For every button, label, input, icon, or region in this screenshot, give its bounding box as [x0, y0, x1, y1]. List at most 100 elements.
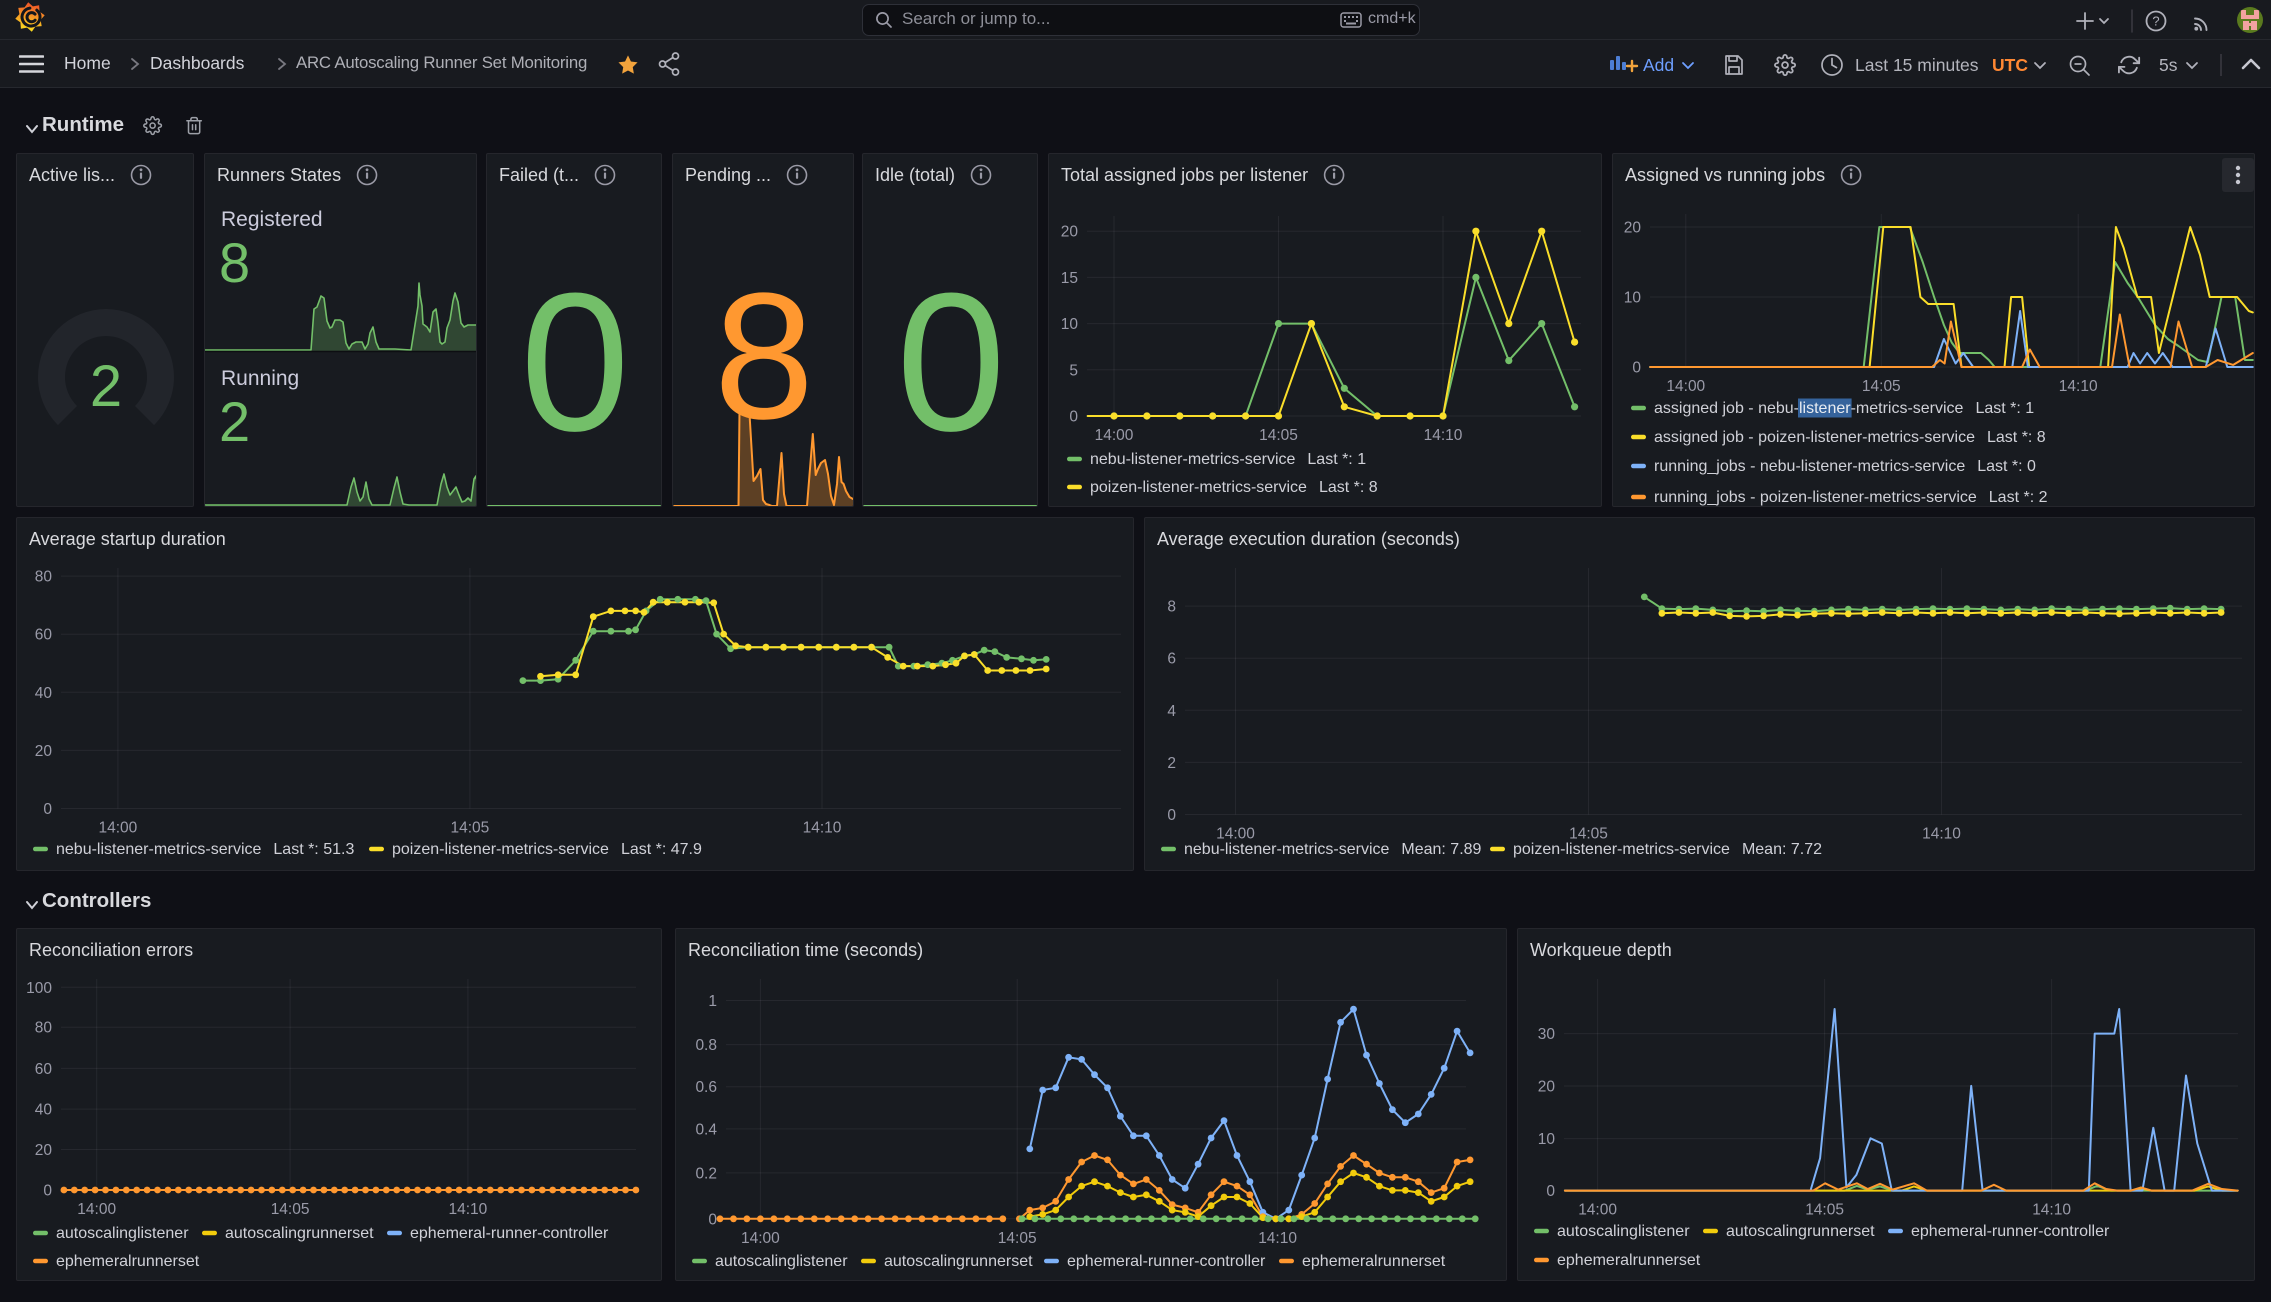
svg-text:0.6: 0.6 — [695, 1079, 717, 1096]
svg-text:2: 2 — [219, 390, 250, 453]
svg-text:14:10: 14:10 — [2059, 378, 2098, 395]
svg-text:Last *: 8: Last *: 8 — [1319, 479, 1378, 496]
svg-text:0: 0 — [1632, 360, 1641, 377]
svg-text:14:10: 14:10 — [1424, 427, 1463, 444]
svg-text:80: 80 — [35, 1020, 53, 1037]
svg-text:2: 2 — [1167, 755, 1176, 772]
svg-text:autoscalinglistener: autoscalinglistener — [56, 1225, 189, 1242]
svg-text:ephemeral-runner-controller: ephemeral-runner-controller — [1911, 1223, 2110, 1240]
svg-text:Assigned vs running jobs: Assigned vs running jobs — [1625, 165, 1825, 185]
svg-text:14:10: 14:10 — [2032, 1202, 2071, 1219]
svg-text:14:05: 14:05 — [451, 820, 490, 837]
svg-text:0.4: 0.4 — [695, 1121, 717, 1138]
svg-text:14:10: 14:10 — [803, 820, 842, 837]
svg-text:10: 10 — [1061, 316, 1079, 333]
svg-text:autoscalinglistener: autoscalinglistener — [1557, 1223, 1690, 1240]
svg-text:Last *: 1: Last *: 1 — [1307, 451, 1366, 468]
svg-text:assigned job - nebu-: assigned job - nebu- — [1654, 400, 1799, 417]
svg-text:14:05: 14:05 — [1569, 826, 1608, 843]
svg-text:14:00: 14:00 — [99, 820, 138, 837]
svg-text:14:00: 14:00 — [1216, 826, 1255, 843]
svg-text:60: 60 — [35, 627, 53, 644]
svg-text:14:00: 14:00 — [1666, 378, 1705, 395]
svg-text:autoscalingrunnerset: autoscalingrunnerset — [225, 1225, 374, 1242]
svg-text:0: 0 — [896, 252, 1006, 472]
svg-text:Mean: 7.72: Mean: 7.72 — [1742, 841, 1822, 858]
svg-text:UTC: UTC — [1992, 55, 2028, 75]
svg-text:100: 100 — [26, 980, 52, 997]
svg-text:14:05: 14:05 — [998, 1230, 1037, 1247]
svg-text:nebu-listener-metrics-service: nebu-listener-metrics-service — [1090, 451, 1295, 468]
svg-text:nebu-listener-metrics-service: nebu-listener-metrics-service — [56, 841, 261, 858]
svg-text:20: 20 — [35, 1142, 53, 1159]
svg-text:14:10: 14:10 — [449, 1201, 488, 1218]
svg-text:6: 6 — [1167, 651, 1176, 668]
svg-text:0: 0 — [43, 801, 52, 818]
svg-text:Last *: 8: Last *: 8 — [1987, 429, 2046, 446]
svg-text:autoscalingrunnerset: autoscalingrunnerset — [1726, 1223, 1875, 1240]
svg-text:0.8: 0.8 — [695, 1037, 717, 1054]
svg-text:running_jobs - nebu-listener-m: running_jobs - nebu-listener-metrics-ser… — [1654, 458, 1965, 475]
svg-text:Last *: 0: Last *: 0 — [1977, 458, 2036, 475]
svg-text:ephemeralrunnerset: ephemeralrunnerset — [1302, 1253, 1446, 1270]
svg-text:1: 1 — [708, 993, 717, 1010]
svg-text:Last *: 1: Last *: 1 — [1975, 400, 2034, 417]
svg-text:10: 10 — [1624, 290, 1642, 307]
svg-text:Last *: 51.3: Last *: 51.3 — [273, 841, 354, 858]
svg-text:4: 4 — [1167, 703, 1176, 720]
svg-text:60: 60 — [35, 1061, 53, 1078]
svg-text:Registered: Registered — [221, 208, 323, 231]
svg-text:20: 20 — [1061, 224, 1079, 241]
svg-text:14:00: 14:00 — [1095, 427, 1134, 444]
svg-text:Idle (total): Idle (total) — [875, 165, 955, 185]
svg-text:ephemeral-runner-controller: ephemeral-runner-controller — [1067, 1253, 1266, 1270]
svg-text:40: 40 — [35, 685, 53, 702]
svg-text:2: 2 — [90, 354, 122, 419]
svg-text:poizen-listener-metrics-servic: poizen-listener-metrics-service — [1090, 479, 1307, 496]
svg-text:ephemeralrunnerset: ephemeralrunnerset — [1557, 1252, 1701, 1269]
svg-text:Reconciliation time (seconds): Reconciliation time (seconds) — [688, 940, 923, 960]
svg-text:Total assigned jobs per listen: Total assigned jobs per listener — [1061, 165, 1308, 185]
svg-text:autoscalingrunnerset: autoscalingrunnerset — [884, 1253, 1033, 1270]
svg-text:Active lis...: Active lis... — [29, 165, 115, 185]
svg-text:Pending ...: Pending ... — [685, 165, 771, 185]
svg-text:Average execution duration (se: Average execution duration (seconds) — [1157, 529, 1460, 549]
svg-text:14:00: 14:00 — [1578, 1202, 1617, 1219]
svg-text:80: 80 — [35, 569, 53, 586]
svg-text:14:05: 14:05 — [271, 1201, 310, 1218]
svg-text:14:05: 14:05 — [1259, 427, 1298, 444]
svg-text:Last *: 47.9: Last *: 47.9 — [621, 841, 702, 858]
svg-text:14:10: 14:10 — [1922, 826, 1961, 843]
svg-text:20: 20 — [1624, 220, 1642, 237]
svg-text:nebu-listener-metrics-service: nebu-listener-metrics-service — [1184, 841, 1389, 858]
svg-text:14:05: 14:05 — [1805, 1202, 1844, 1219]
svg-text:15: 15 — [1061, 270, 1078, 287]
svg-text:5: 5 — [1069, 362, 1078, 379]
svg-text:Last *: 2: Last *: 2 — [1989, 489, 2048, 506]
svg-text:0: 0 — [1167, 807, 1176, 824]
svg-text:Workqueue depth: Workqueue depth — [1530, 940, 1672, 960]
svg-text:Add: Add — [1643, 55, 1674, 75]
svg-text:14:00: 14:00 — [77, 1201, 116, 1218]
svg-text:-metrics-service: -metrics-service — [1851, 400, 1964, 417]
svg-text:14:00: 14:00 — [741, 1230, 780, 1247]
svg-text:8: 8 — [1167, 599, 1176, 616]
svg-text:poizen-listener-metrics-servic: poizen-listener-metrics-service — [392, 841, 609, 858]
svg-text:assigned job - poizen-listener: assigned job - poizen-listener-metrics-s… — [1654, 429, 1975, 446]
svg-text:30: 30 — [1538, 1026, 1556, 1043]
svg-text:14:05: 14:05 — [1862, 378, 1901, 395]
svg-text:40: 40 — [35, 1102, 53, 1119]
svg-text:Reconciliation errors: Reconciliation errors — [29, 940, 193, 960]
svg-text:10: 10 — [1538, 1131, 1556, 1148]
svg-text:running_jobs - poizen-listener: running_jobs - poizen-listener-metrics-s… — [1654, 489, 1977, 506]
svg-text:autoscalinglistener: autoscalinglistener — [715, 1253, 848, 1270]
svg-text:Running: Running — [221, 367, 299, 390]
svg-text:?: ? — [2152, 14, 2159, 29]
svg-text:Average startup duration: Average startup duration — [29, 529, 226, 549]
svg-text:5s: 5s — [2159, 55, 2178, 75]
svg-text:0: 0 — [1546, 1183, 1555, 1200]
svg-text:0: 0 — [43, 1183, 52, 1200]
svg-text:20: 20 — [1538, 1079, 1556, 1096]
svg-text:8: 8 — [219, 231, 250, 294]
svg-text:Mean: 7.89: Mean: 7.89 — [1401, 841, 1481, 858]
